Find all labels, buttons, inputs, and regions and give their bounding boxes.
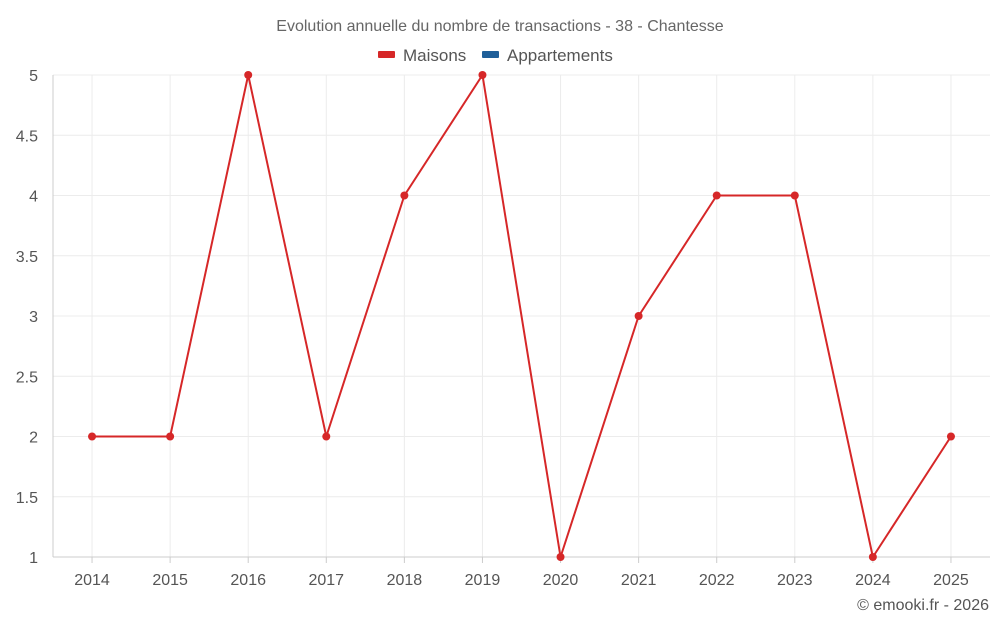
x-tick-label: 2014 — [74, 572, 110, 589]
chart-title: Evolution annuelle du nombre de transact… — [276, 18, 723, 35]
legend-swatch-appartements — [482, 51, 499, 58]
data-point-maisons[interactable] — [400, 191, 409, 200]
x-tick-label: 2016 — [230, 572, 266, 589]
data-point-maisons[interactable] — [790, 191, 799, 200]
y-tick-label: 2.5 — [16, 369, 38, 386]
data-point-maisons[interactable] — [88, 432, 97, 441]
x-tick-label: 2015 — [152, 572, 188, 589]
x-tick-label: 2022 — [699, 572, 735, 589]
tick-labels: 1 1.5 2 2.5 3 3.5 4 4.5 5 2014 2015 2016 2017 2018 201… — [16, 68, 969, 589]
legend-label-appartements: Appartements — [507, 46, 613, 65]
x-tick-label: 2019 — [465, 572, 501, 589]
credit-text: © emooki.fr - 2026 — [857, 597, 989, 614]
y-tick-label: 1.5 — [16, 490, 38, 507]
data-point-maisons[interactable] — [166, 432, 175, 441]
x-tick-label: 2023 — [777, 572, 813, 589]
data-point-maisons[interactable] — [946, 432, 955, 441]
y-tick-label: 3.5 — [16, 249, 38, 266]
y-tick-label: 3 — [29, 309, 38, 326]
legend-label-maisons: Maisons — [403, 46, 466, 65]
data-point-maisons[interactable] — [634, 312, 643, 320]
series-line-maisons — [92, 74, 952, 558]
data-point-maisons[interactable] — [322, 432, 331, 441]
data-point-maisons[interactable] — [478, 71, 487, 79]
data-point-maisons[interactable] — [868, 553, 877, 561]
legend-swatch-maisons — [378, 51, 395, 58]
y-tick-label: 5 — [29, 68, 38, 85]
y-tick-label: 1 — [29, 550, 38, 567]
y-tick-label: 4.5 — [16, 128, 38, 145]
axes — [52, 75, 990, 563]
data-point-maisons[interactable] — [556, 553, 565, 561]
x-tick-label: 2018 — [387, 572, 423, 589]
data-point-maisons[interactable] — [712, 191, 721, 200]
series-layer — [88, 71, 955, 561]
y-tick-label: 4 — [29, 189, 38, 206]
x-tick-label: 2017 — [308, 572, 344, 589]
legend-item-appartements[interactable]: Appartements — [482, 46, 613, 65]
x-tick-label: 2020 — [543, 572, 579, 589]
x-tick-label: 2024 — [855, 572, 891, 589]
series-maisons — [88, 71, 955, 561]
data-point-maisons[interactable] — [244, 71, 253, 79]
x-tick-label: 2025 — [933, 572, 969, 589]
x-tick-label: 2021 — [621, 572, 657, 589]
legend: Maisons Appartements — [378, 46, 613, 65]
y-tick-label: 2 — [29, 430, 38, 447]
legend-item-maisons[interactable]: Maisons — [378, 46, 466, 65]
